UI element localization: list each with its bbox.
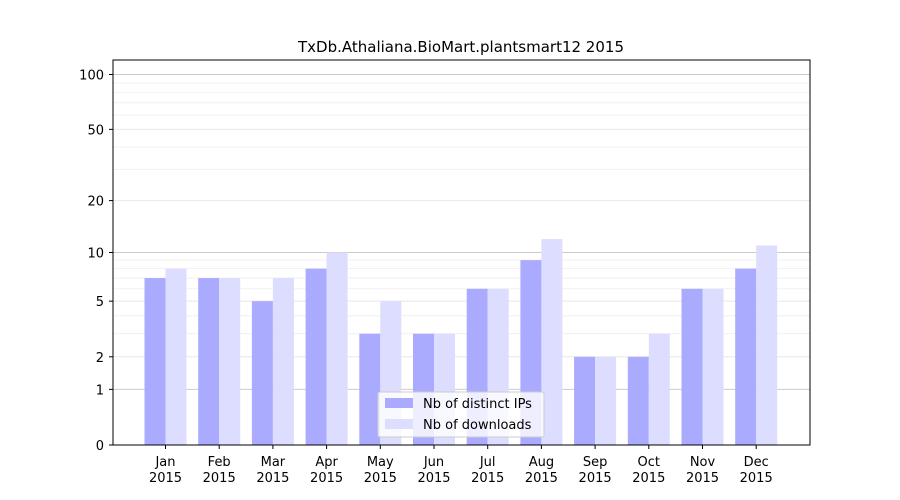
y-tick-label: 2: [96, 351, 104, 366]
legend-swatch-ips: [385, 398, 413, 408]
bar-distinct-ips-mar: [251, 301, 273, 445]
x-tick-label-year: 2015: [256, 471, 289, 486]
y-tick-label: 10: [87, 247, 104, 262]
bar-distinct-ips-oct: [627, 356, 649, 445]
y-axis: 0 1 2 5 10 20 50 100: [79, 69, 113, 454]
x-tick-label-year: 2015: [686, 471, 719, 486]
x-tick-label-year: 2015: [740, 471, 773, 486]
bar-distinct-ips-sep: [574, 356, 596, 445]
y-tick-label: 20: [87, 195, 104, 210]
y-tick-label: 0: [96, 439, 104, 454]
bar-downloads-dec: [756, 245, 778, 445]
bar-distinct-ips-apr: [305, 268, 327, 445]
x-tick-label-month: Nov: [690, 455, 716, 470]
x-tick-label-month: Sep: [583, 455, 608, 470]
bar-downloads-apr: [326, 252, 348, 445]
legend-label-ips: Nb of distinct IPs: [423, 397, 532, 412]
x-tick-label-year: 2015: [471, 471, 504, 486]
y-tick-label: 50: [87, 123, 104, 138]
x-tick-label-year: 2015: [579, 471, 612, 486]
bar-distinct-ips-dec: [735, 268, 757, 445]
x-tick-label-year: 2015: [149, 471, 182, 486]
x-tick-label-year: 2015: [632, 471, 665, 486]
y-tick-label: 5: [96, 295, 104, 310]
x-tick-label-month: May: [367, 455, 394, 470]
y-tick-label: 100: [79, 69, 104, 84]
bar-distinct-ips-nov: [681, 288, 703, 445]
bar-downloads-oct: [648, 333, 670, 445]
x-tick-label-year: 2015: [203, 471, 236, 486]
x-tick-label-month: Feb: [208, 455, 231, 470]
x-tick-label-year: 2015: [364, 471, 397, 486]
x-tick-label-month: Oct: [638, 455, 660, 470]
bar-downloads-aug: [541, 239, 563, 445]
bar-distinct-ips-jan: [144, 278, 166, 445]
x-axis: Jan2015Feb2015Mar2015Apr2015May2015Jun20…: [149, 445, 773, 486]
x-tick-label-year: 2015: [417, 471, 450, 486]
x-tick-label-month: Dec: [744, 455, 769, 470]
bar-downloads-sep: [595, 356, 617, 445]
legend-swatch-downloads: [385, 419, 413, 429]
legend-label-downloads: Nb of downloads: [423, 418, 532, 433]
legend-box: [377, 391, 545, 438]
bar-downloads-nov: [702, 288, 724, 445]
x-tick-label-month: Mar: [261, 455, 286, 470]
bar-downloads-feb: [219, 278, 241, 445]
bar-distinct-ips-may: [359, 333, 381, 445]
x-tick-label-month: Apr: [315, 455, 338, 470]
y-tick-label: 1: [96, 383, 104, 398]
legend: Nb of distinct IPs Nb of downloads: [377, 391, 545, 438]
bar-distinct-ips-feb: [198, 278, 220, 445]
x-tick-label-month: Jan: [154, 455, 175, 470]
x-tick-label-month: Jul: [479, 455, 496, 470]
x-tick-label-year: 2015: [310, 471, 343, 486]
bar-downloads-mar: [272, 278, 294, 445]
x-tick-label-month: Jun: [423, 455, 444, 470]
x-tick-label-year: 2015: [525, 471, 558, 486]
chart-title: TxDb.Athaliana.BioMart.plantsmart12 2015: [297, 38, 624, 56]
x-tick-label-month: Aug: [529, 455, 554, 470]
bar-downloads-jan: [165, 268, 187, 445]
